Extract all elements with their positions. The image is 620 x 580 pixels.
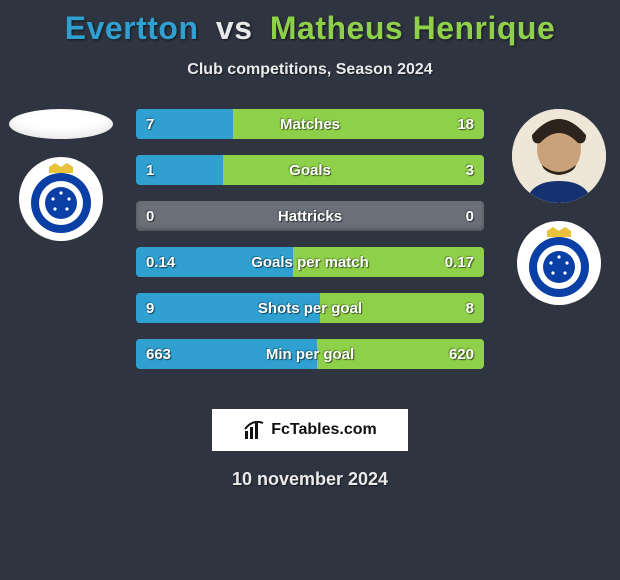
stat-value-right: 0.17 — [445, 247, 474, 277]
branding-box: FcTables.com — [212, 409, 408, 451]
stat-row: Min per goal663 620 — [136, 339, 484, 369]
branding-logo-icon — [243, 419, 265, 441]
stat-row: Shots per goal9 8 — [136, 293, 484, 323]
stat-value-left: 0 — [146, 201, 154, 231]
player2-avatar — [512, 109, 606, 203]
stat-label: Matches — [136, 109, 484, 139]
stat-label: Min per goal — [136, 339, 484, 369]
stat-label: Goals per match — [136, 247, 484, 277]
player2-club-badge — [517, 221, 601, 305]
player1-avatar — [9, 109, 113, 139]
stat-value-right: 3 — [466, 155, 474, 185]
player1-club-badge — [19, 157, 103, 241]
stat-bars: Matches7 18 Goals1 3 Hattricks0 0 Goals per ma… — [136, 109, 484, 369]
comparison-title: Evertton vs Matheus Henrique — [0, 0, 620, 47]
comparison-stage: Matches7 18 Goals1 3 Hattricks0 0 Goals per ma… — [0, 109, 620, 389]
stat-value-right: 0 — [466, 201, 474, 231]
stat-value-right: 8 — [466, 293, 474, 323]
stat-label: Hattricks — [136, 201, 484, 231]
stat-value-left: 9 — [146, 293, 154, 323]
player2-name: Matheus Henrique — [270, 10, 555, 46]
date-text: 10 november 2024 — [0, 469, 620, 490]
stat-value-right: 620 — [449, 339, 474, 369]
branding-text: FcTables.com — [271, 421, 377, 439]
stat-row: Goals1 3 — [136, 155, 484, 185]
stat-value-right: 18 — [457, 109, 474, 139]
stat-value-left: 0.14 — [146, 247, 175, 277]
stat-label: Goals — [136, 155, 484, 185]
player2-column — [504, 109, 614, 305]
stat-value-left: 663 — [146, 339, 171, 369]
stat-value-left: 7 — [146, 109, 154, 139]
stat-label: Shots per goal — [136, 293, 484, 323]
stat-row: Hattricks0 0 — [136, 201, 484, 231]
stat-value-left: 1 — [146, 155, 154, 185]
stat-row: Matches7 18 — [136, 109, 484, 139]
vs-text: vs — [216, 10, 253, 46]
player1-name: Evertton — [65, 10, 199, 46]
stat-row: Goals per match0.14 0.17 — [136, 247, 484, 277]
subtitle: Club competitions, Season 2024 — [0, 61, 620, 79]
player1-column — [6, 109, 116, 241]
